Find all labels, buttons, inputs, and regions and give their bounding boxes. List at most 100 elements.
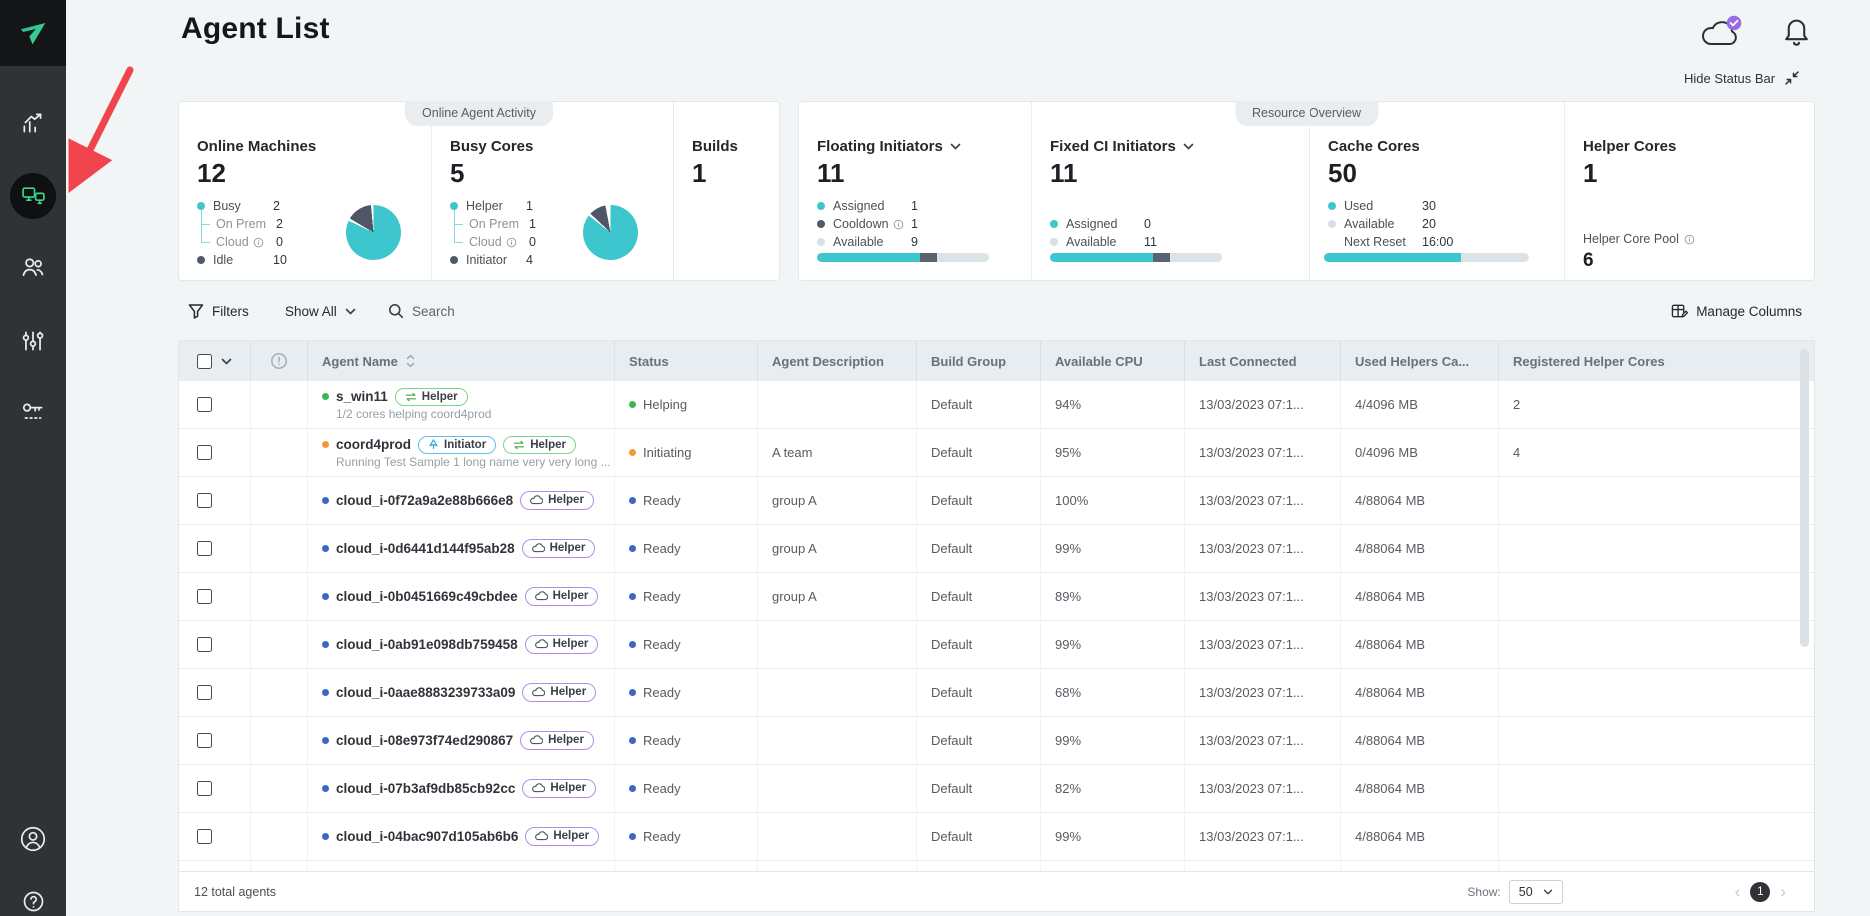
registered-helper-cores-cell: 2 — [1499, 381, 1814, 428]
hide-status-bar-button[interactable]: Hide Status Bar — [1684, 70, 1800, 86]
section-title[interactable]: Floating Initiators — [817, 138, 1017, 155]
agent-name-cell: cloud_i-04bac907d105ab6b6Helper — [308, 813, 615, 860]
row-checkbox[interactable] — [197, 781, 212, 796]
next-page-button[interactable]: › — [1780, 883, 1786, 900]
row-checkbox[interactable] — [197, 493, 212, 508]
legend-dot — [1050, 238, 1058, 246]
legend-dot — [197, 256, 205, 264]
column-header-last-connected[interactable]: Last Connected — [1185, 341, 1341, 381]
row-checkbox[interactable] — [197, 397, 212, 412]
row-checkbox[interactable] — [197, 445, 212, 460]
agent-name[interactable]: coord4prod — [336, 437, 411, 452]
prev-page-button[interactable]: ‹ — [1735, 883, 1741, 900]
fixed-usage-bar — [1050, 253, 1222, 262]
sidebar-item-profile[interactable] — [0, 824, 66, 854]
hide-status-bar-label: Hide Status Bar — [1684, 71, 1775, 86]
status-dot — [629, 833, 636, 840]
agent-subtext: 1/2 cores helping coord4prod — [322, 407, 491, 421]
row-checkbox[interactable] — [197, 589, 212, 604]
status-dot — [629, 641, 636, 648]
legend-label: Assigned — [833, 199, 911, 213]
column-label: Status — [629, 354, 669, 369]
status-label: Ready — [643, 589, 681, 604]
status-cell: Ready — [615, 573, 758, 620]
cloud_helper-badge: Helper — [522, 683, 596, 702]
legend-value: 10 — [273, 253, 287, 267]
row-checkbox[interactable] — [197, 829, 212, 844]
helper-core-pool-label: Helper Core Pool — [1583, 232, 1695, 246]
select-menu-chevron-icon[interactable] — [221, 358, 232, 365]
bar-segment — [920, 253, 937, 262]
alert-column-icon — [270, 352, 288, 370]
sidebar-item-help[interactable] — [0, 890, 66, 913]
sidebar-item-agents[interactable] — [0, 173, 66, 219]
table-scrollbar[interactable] — [1800, 349, 1809, 647]
column-header-status[interactable]: Status — [615, 341, 758, 381]
agent-name[interactable]: cloud_i-08e973f74ed290867 — [336, 733, 513, 748]
agent-state-dot — [322, 785, 329, 792]
row-checkbox[interactable] — [197, 637, 212, 652]
agent-name[interactable]: cloud_i-07b3af9db85cb92cc — [336, 781, 515, 796]
badge-label: Helper — [553, 590, 589, 603]
select-all-checkbox[interactable] — [197, 354, 212, 369]
section-title: Builds — [692, 138, 765, 155]
legend-label: On Prem — [469, 217, 529, 231]
online-machines-section: Online Machines 12 Busy 2 On Prem 2 Clou… — [179, 102, 431, 280]
notifications-bell-icon[interactable] — [1782, 16, 1811, 54]
page-size-select[interactable]: 50 — [1509, 880, 1563, 904]
sort-icon[interactable] — [406, 354, 415, 368]
table-row: cloud_i-0ab91e098db759458HelperReadyDefa… — [179, 621, 1814, 669]
sidebar-item-settings[interactable] — [0, 328, 66, 354]
legend-label: On Prem — [216, 217, 276, 231]
description-cell: A team — [758, 429, 917, 476]
search-input[interactable]: Search — [388, 301, 455, 321]
manage-columns-button[interactable]: Manage Columns — [1671, 301, 1802, 321]
table-row: cloud_i-04bac907d105ab6b6HelperReadyDefa… — [179, 813, 1814, 861]
app-logo[interactable] — [0, 0, 66, 66]
helper-cores-section: Helper Cores 1 Helper Core Pool 6 — [1564, 102, 1814, 280]
sidebar-item-licenses[interactable] — [0, 399, 66, 425]
filters-button[interactable]: Filters — [188, 301, 249, 321]
legend-dot — [1328, 202, 1336, 210]
cloud-status-icon[interactable] — [1698, 15, 1744, 54]
agents-table: Agent Name Status Agent Description Buil… — [178, 340, 1815, 912]
agent-name[interactable]: cloud_i-0ab91e098db759458 — [336, 637, 518, 652]
agent-name[interactable]: cloud_i-0aae8883239733a09 — [336, 685, 515, 700]
section-title: Helper Cores — [1583, 138, 1800, 155]
section-title[interactable]: Fixed CI Initiators — [1050, 138, 1295, 155]
column-header-used-helpers[interactable]: Used Helpers Ca... — [1341, 341, 1499, 381]
legend-item: Available20 — [1328, 215, 1550, 233]
agent-name[interactable]: cloud_i-04bac907d105ab6b6 — [336, 829, 518, 844]
cloud_helper-badge: Helper — [525, 635, 599, 654]
agent-name[interactable]: cloud_i-0b0451669c49cbdee — [336, 589, 518, 604]
current-page-indicator[interactable]: 1 — [1750, 882, 1770, 902]
legend-value: 2 — [276, 217, 283, 231]
status-label: Ready — [643, 637, 681, 652]
section-title: Busy Cores — [450, 138, 659, 155]
status-dot — [629, 497, 636, 504]
column-header-agent-name[interactable]: Agent Name — [308, 341, 615, 381]
column-header-registered-helper-cores[interactable]: Registered Helper Cores — [1499, 341, 1814, 381]
status-label: Initiating — [643, 445, 691, 460]
status-cell: Ready — [615, 765, 758, 812]
legend-label-text: Cloud — [469, 235, 502, 249]
helper-badge: Helper — [503, 436, 576, 455]
help-icon — [22, 890, 45, 913]
agent-name[interactable]: cloud_i-0d6441d144f95ab28 — [336, 541, 515, 556]
sidebar-item-users[interactable] — [0, 254, 66, 280]
manage-columns-icon — [1671, 303, 1688, 319]
row-checkbox[interactable] — [197, 733, 212, 748]
agent-name[interactable]: s_win11 — [336, 389, 388, 404]
agent-name[interactable]: cloud_i-0f72a9a2e88b666e8 — [336, 493, 513, 508]
column-header-agent-description[interactable]: Agent Description — [758, 341, 917, 381]
column-header-build-group[interactable]: Build Group — [917, 341, 1041, 381]
sidebar-item-dashboard[interactable] — [0, 110, 66, 136]
column-header-available-cpu[interactable]: Available CPU — [1041, 341, 1185, 381]
row-checkbox[interactable] — [197, 541, 212, 556]
filters-label: Filters — [212, 304, 249, 319]
registered-helper-cores-cell — [1499, 621, 1814, 668]
row-checkbox[interactable] — [197, 685, 212, 700]
agent-state-dot — [322, 545, 329, 552]
show-all-dropdown[interactable]: Show All — [285, 301, 356, 321]
floating-initiators-section: Floating Initiators 11 Assigned1Cooldown… — [799, 102, 1031, 280]
